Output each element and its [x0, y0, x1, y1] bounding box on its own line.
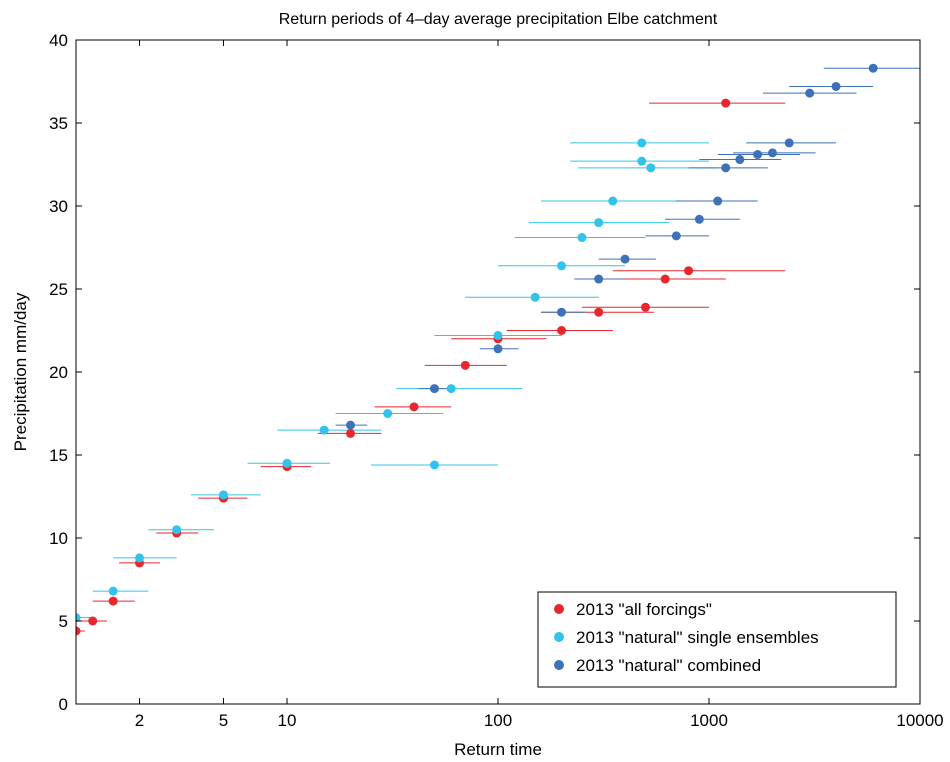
point-natural-single: [446, 384, 456, 394]
point-natural-combined: [493, 344, 503, 354]
point-natural-single: [637, 156, 647, 166]
x-axis-title: Return time: [454, 740, 542, 759]
point-natural-single: [577, 233, 587, 243]
x-tick-label: 2: [135, 711, 144, 730]
legend-marker-all-forcings: [554, 604, 564, 614]
legend-box: [537, 591, 897, 688]
point-natural-combined: [784, 138, 794, 148]
y-tick-label: 35: [49, 114, 68, 133]
point-natural-single: [637, 138, 647, 148]
point-natural-combined: [671, 231, 681, 241]
point-natural-single: [530, 292, 540, 302]
legend-marker-natural-single: [554, 632, 564, 642]
point-natural-combined: [346, 420, 356, 430]
point-natural-combined: [694, 214, 704, 224]
y-tick-label: 30: [49, 197, 68, 216]
legend-label-all-forcings: 2013 "all forcings": [576, 600, 712, 619]
y-tick-label: 0: [59, 695, 68, 714]
point-natural-combined: [753, 150, 763, 160]
y-tick-label: 15: [49, 446, 68, 465]
y-tick-label: 20: [49, 363, 68, 382]
y-axis-title: Precipitation mm/day: [11, 292, 30, 451]
point-all-forcings: [108, 596, 118, 606]
legend-label-natural-combined: 2013 "natural" combined: [576, 656, 761, 675]
x-tick-label: 5: [219, 711, 228, 730]
point-natural-combined: [768, 148, 778, 158]
point-natural-combined: [735, 155, 745, 165]
point-natural-combined: [721, 163, 731, 173]
legend-label-natural-single: 2013 "natural" single ensembles: [576, 628, 819, 647]
point-natural-single: [76, 613, 81, 623]
point-natural-combined: [868, 63, 878, 73]
point-natural-single: [218, 490, 228, 500]
point-natural-single: [319, 425, 329, 435]
chart-title: Return periods of 4–day average precipit…: [279, 11, 718, 28]
y-tick-label: 5: [59, 612, 68, 631]
point-all-forcings: [460, 360, 470, 370]
point-natural-single: [282, 458, 292, 468]
y-tick-label: 10: [49, 529, 68, 548]
y-tick-label: 40: [49, 31, 68, 50]
point-all-forcings: [557, 326, 567, 335]
point-natural-single: [493, 330, 503, 340]
x-tick-label: 10000: [896, 711, 943, 730]
point-natural-single: [608, 196, 618, 206]
point-natural-single: [135, 553, 145, 563]
point-natural-single: [646, 163, 656, 173]
x-tick-label: 100: [484, 711, 512, 730]
point-natural-combined: [831, 81, 841, 91]
point-all-forcings: [88, 616, 98, 626]
point-all-forcings: [346, 428, 356, 438]
x-tick-label: 1000: [690, 711, 728, 730]
point-all-forcings: [684, 266, 694, 276]
point-all-forcings: [594, 307, 604, 317]
point-all-forcings: [640, 302, 650, 312]
point-natural-combined: [620, 254, 630, 264]
point-natural-combined: [557, 307, 567, 317]
y-tick-label: 25: [49, 280, 68, 299]
point-natural-combined: [805, 88, 815, 98]
point-natural-single: [383, 409, 393, 418]
point-natural-single: [594, 218, 604, 228]
point-natural-combined: [594, 274, 604, 284]
legend: 2013 "all forcings" 2013 "natural" singl…: [537, 591, 897, 688]
point-natural-single: [108, 586, 118, 596]
point-natural-combined: [429, 384, 439, 394]
point-natural-combined: [713, 196, 723, 206]
point-all-forcings: [660, 274, 670, 284]
point-natural-single: [172, 525, 182, 535]
point-all-forcings: [409, 402, 419, 412]
x-tick-label: 10: [278, 711, 297, 730]
point-all-forcings: [76, 626, 81, 636]
legend-marker-natural-combined: [554, 660, 564, 670]
point-all-forcings: [721, 98, 731, 108]
point-natural-single: [557, 261, 567, 271]
point-natural-single: [429, 460, 439, 470]
